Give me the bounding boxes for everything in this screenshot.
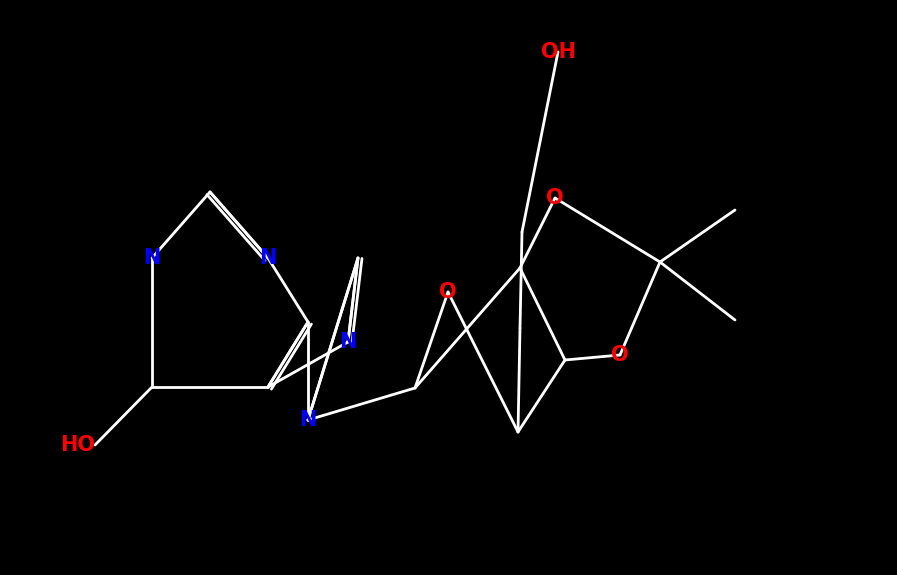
- Text: N: N: [339, 332, 357, 352]
- Text: N: N: [259, 248, 276, 268]
- Text: N: N: [300, 410, 317, 430]
- Text: O: O: [546, 188, 564, 208]
- Text: OH: OH: [541, 42, 576, 62]
- Text: HO: HO: [60, 435, 95, 455]
- Text: O: O: [440, 282, 457, 302]
- Text: O: O: [611, 345, 629, 365]
- Text: N: N: [144, 248, 161, 268]
